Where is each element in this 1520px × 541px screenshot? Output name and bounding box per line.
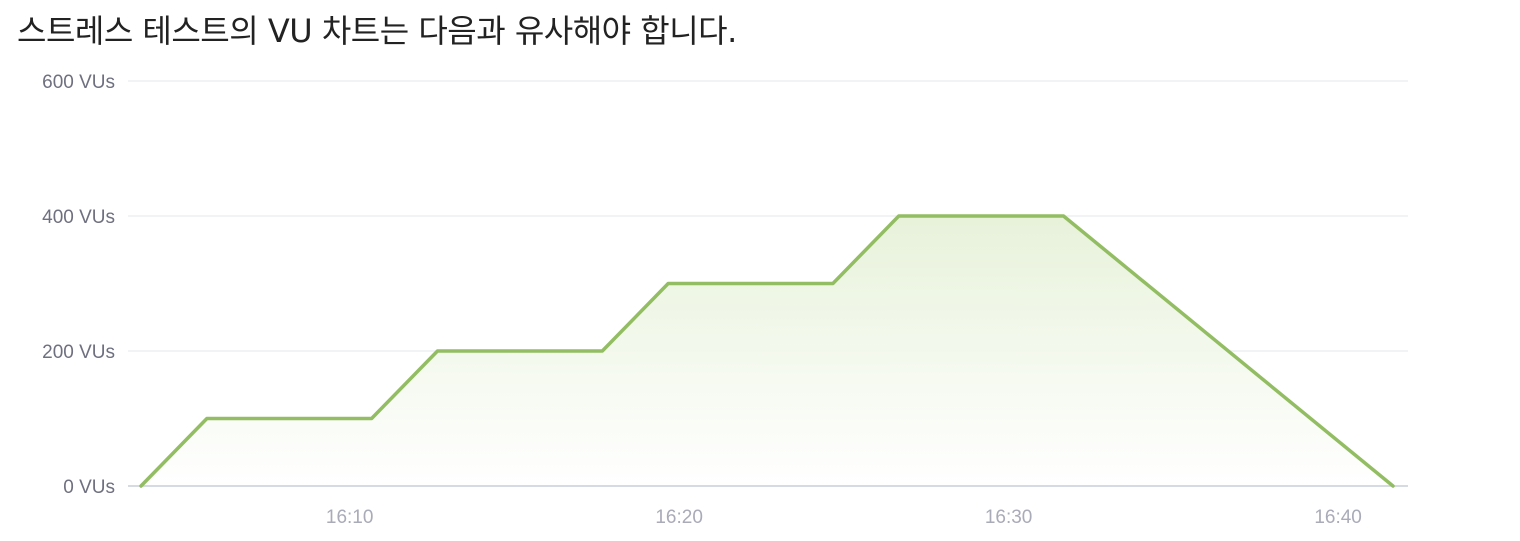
- x-tick-label: 16:30: [985, 507, 1033, 528]
- y-tick-label: 200 VUs: [42, 342, 115, 363]
- x-tick-label: 16:20: [655, 507, 703, 528]
- caption-text: 스트레스 테스트의 VU 차트는 다음과 유사해야 합니다.: [17, 12, 737, 50]
- x-tick-label: 16:40: [1314, 507, 1362, 528]
- series-line: [139, 214, 1395, 488]
- y-tick-label: 600 VUs: [42, 72, 115, 93]
- series-line-group: [139, 214, 1395, 488]
- series-area: [141, 216, 1393, 486]
- y-tick-label: 0 VUs: [63, 477, 115, 498]
- area-fill-group: [141, 216, 1393, 486]
- x-tick-label: 16:10: [326, 507, 374, 528]
- x-axis-ticks: 16:10 16:20 16:30 16:40: [326, 507, 1362, 528]
- y-tick-label: 400 VUs: [42, 207, 115, 228]
- y-axis-ticks: 0 VUs 200 VUs 400 VUs 600 VUs: [42, 72, 115, 498]
